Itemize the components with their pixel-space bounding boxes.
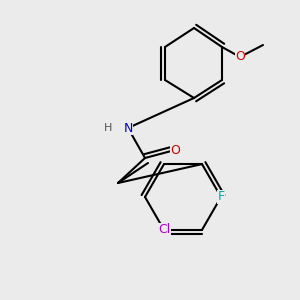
Text: O: O bbox=[235, 50, 245, 64]
Text: O: O bbox=[170, 143, 180, 157]
Text: N: N bbox=[123, 122, 133, 134]
Text: F: F bbox=[218, 190, 225, 203]
Text: Cl: Cl bbox=[158, 224, 170, 236]
Text: H: H bbox=[104, 123, 112, 133]
